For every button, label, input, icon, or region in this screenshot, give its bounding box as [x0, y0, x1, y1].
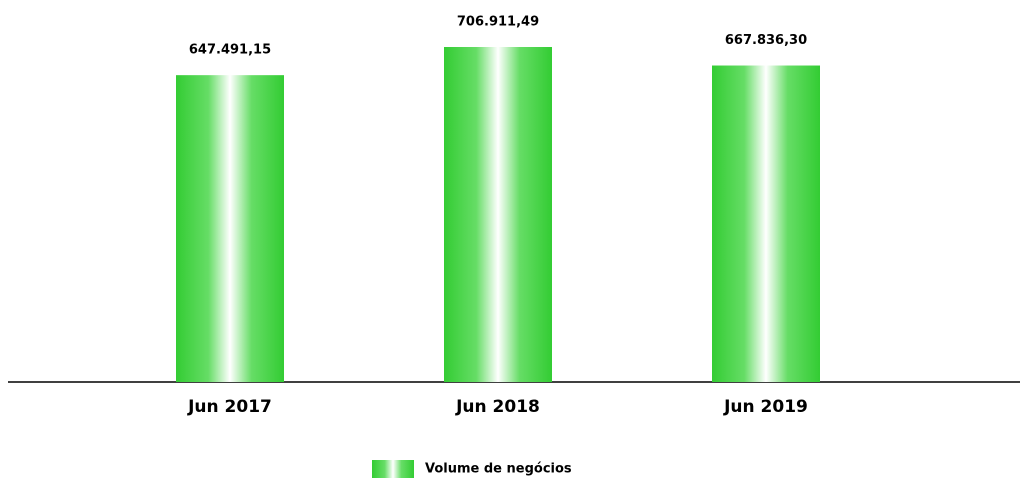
x-tick-label: Jun 2019: [723, 397, 808, 417]
x-tick-label: Jun 2017: [187, 397, 272, 417]
bar: [712, 65, 820, 383]
x-tick-label: Jun 2018: [455, 397, 540, 417]
value-label: 667.836,30: [725, 33, 807, 48]
legend-swatch: [372, 460, 414, 478]
bar: [176, 75, 284, 383]
legend-label: Volume de negócios: [425, 462, 572, 477]
bar: [444, 47, 552, 382]
value-label: 647.491,15: [189, 43, 271, 58]
value-label: 706.911,49: [457, 15, 539, 30]
